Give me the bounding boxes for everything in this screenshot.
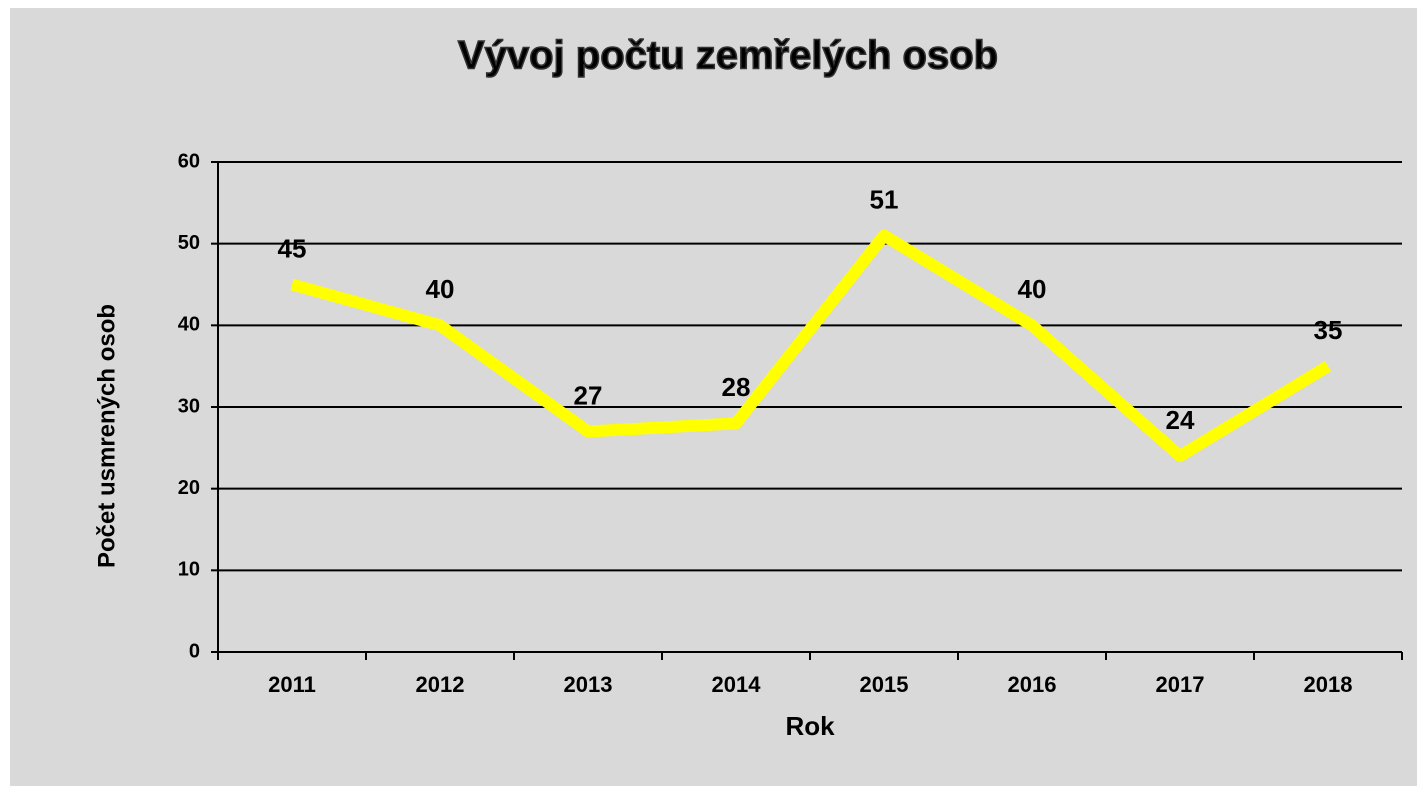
data-label: 24 [1166,405,1195,435]
y-tick-label: 20 [178,477,200,499]
y-tick-label: 40 [178,314,200,336]
y-tick-label: 0 [189,640,200,662]
data-label: 40 [426,274,455,304]
y-tick-label: 60 [178,150,200,172]
x-tick-label: 2012 [416,672,465,697]
x-axis-label: Rok [785,711,835,741]
x-tick-label: 2013 [564,672,613,697]
y-tick-label: 30 [178,395,200,417]
chart-title: Vývoj počtu zemřelých osob [458,34,998,78]
y-tick-label: 50 [178,232,200,254]
x-tick-label: 2016 [1008,672,1057,697]
line-series [290,229,1332,462]
chart-background [10,8,1417,786]
data-label: 27 [574,380,603,410]
data-label: 35 [1314,315,1343,345]
x-tick-label: 2014 [712,672,762,697]
x-tick-label: 2015 [860,672,909,697]
data-label: 45 [278,233,307,263]
x-tick-label: 2017 [1156,672,1205,697]
y-axis-label: Počet usmrených osob [93,304,120,568]
data-label: 40 [1018,274,1047,304]
x-tick-label: 2011 [268,672,316,697]
x-tick-label: 2018 [1304,672,1353,697]
y-tick-label: 10 [178,559,200,581]
data-label: 51 [870,184,899,214]
data-label: 28 [722,372,751,402]
